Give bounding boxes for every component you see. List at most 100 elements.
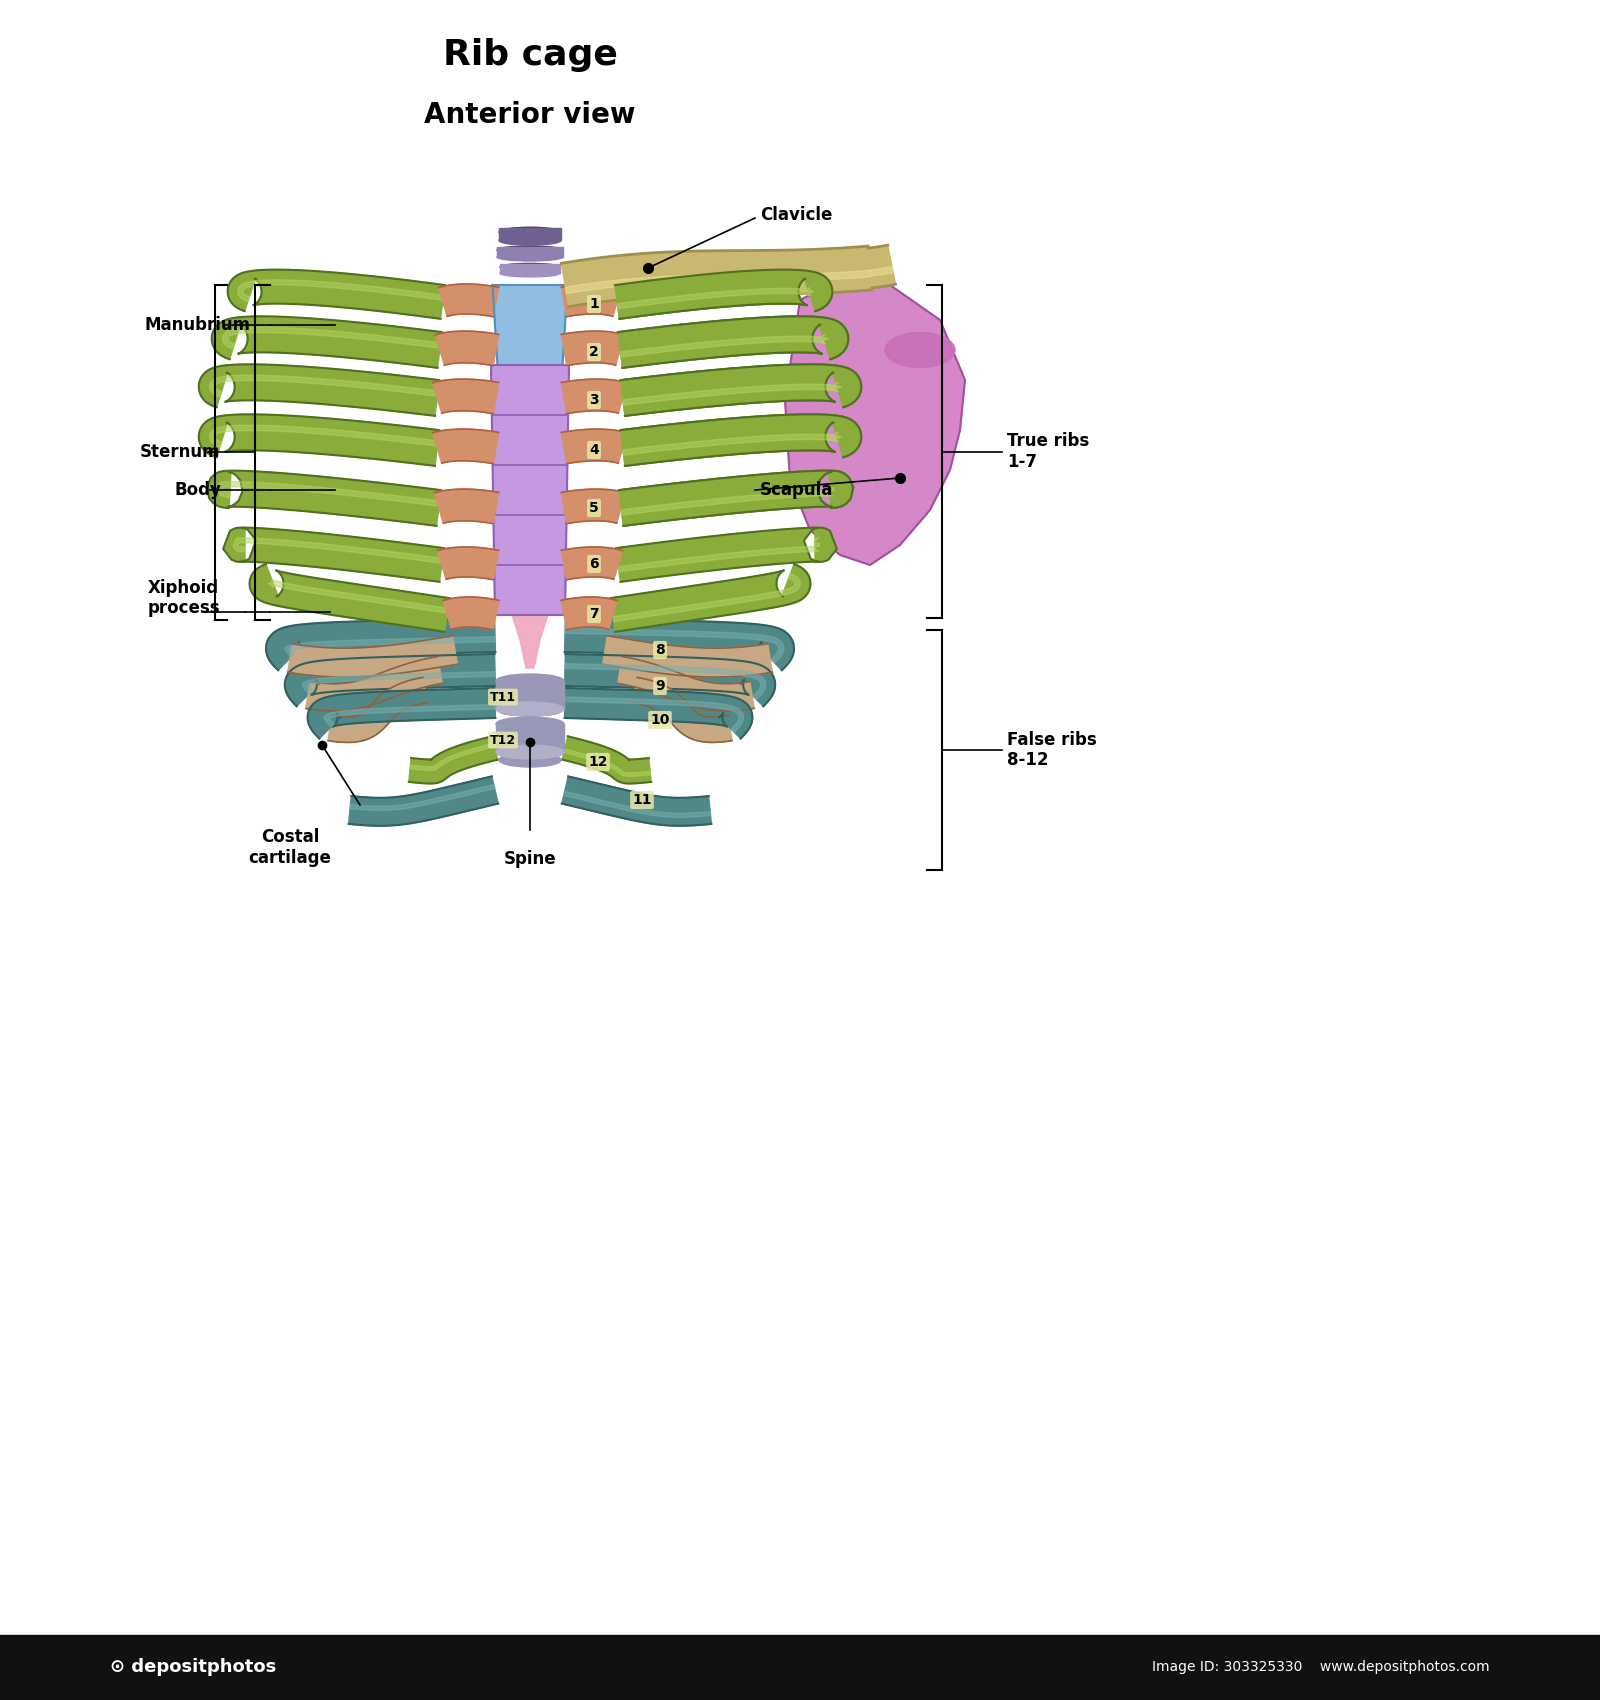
Polygon shape <box>618 316 848 367</box>
Ellipse shape <box>496 673 563 689</box>
Polygon shape <box>328 677 427 743</box>
Polygon shape <box>618 287 814 309</box>
Polygon shape <box>622 382 842 405</box>
Text: 5: 5 <box>589 502 598 515</box>
Polygon shape <box>266 619 496 670</box>
Polygon shape <box>621 364 861 416</box>
Ellipse shape <box>885 333 955 367</box>
Bar <box>499 264 560 274</box>
Polygon shape <box>432 379 499 413</box>
Polygon shape <box>285 654 496 706</box>
Polygon shape <box>618 656 754 711</box>
Polygon shape <box>613 573 800 622</box>
Polygon shape <box>621 335 829 357</box>
Polygon shape <box>493 466 568 515</box>
Polygon shape <box>622 432 842 456</box>
Ellipse shape <box>499 236 562 245</box>
Text: 11: 11 <box>632 792 651 808</box>
Polygon shape <box>565 697 744 733</box>
Polygon shape <box>302 672 494 694</box>
Ellipse shape <box>496 745 563 758</box>
Polygon shape <box>562 284 621 316</box>
Text: Body: Body <box>174 481 222 500</box>
Text: 1: 1 <box>589 298 598 311</box>
Polygon shape <box>614 270 832 320</box>
Polygon shape <box>210 425 438 447</box>
Ellipse shape <box>499 753 562 767</box>
Polygon shape <box>227 270 445 320</box>
Polygon shape <box>198 415 440 466</box>
Polygon shape <box>307 688 496 738</box>
Polygon shape <box>349 777 498 826</box>
Text: 8: 8 <box>654 643 666 656</box>
Text: Manubrium: Manubrium <box>146 316 251 333</box>
Polygon shape <box>867 245 896 287</box>
Polygon shape <box>565 688 752 738</box>
Polygon shape <box>211 316 442 367</box>
Text: Costal
cartilage: Costal cartilage <box>248 828 331 867</box>
Polygon shape <box>621 364 861 416</box>
Polygon shape <box>563 750 651 777</box>
Polygon shape <box>562 736 651 784</box>
Text: Xiphoid
process: Xiphoid process <box>147 578 221 617</box>
Bar <box>498 246 563 257</box>
Polygon shape <box>618 316 848 367</box>
Polygon shape <box>512 615 547 668</box>
Text: 12: 12 <box>589 755 608 768</box>
Polygon shape <box>565 629 784 663</box>
Polygon shape <box>288 636 458 677</box>
Text: 10: 10 <box>650 712 670 728</box>
Text: 7: 7 <box>589 607 598 620</box>
Polygon shape <box>619 539 819 571</box>
Polygon shape <box>234 537 443 563</box>
Polygon shape <box>634 677 733 743</box>
Polygon shape <box>565 654 774 706</box>
Polygon shape <box>410 736 498 784</box>
Text: 3: 3 <box>589 393 598 406</box>
Polygon shape <box>491 415 568 466</box>
Polygon shape <box>621 483 835 515</box>
Text: False ribs
8-12: False ribs 8-12 <box>1006 731 1096 770</box>
Polygon shape <box>350 784 494 811</box>
Text: 4: 4 <box>589 444 598 457</box>
Polygon shape <box>222 326 440 348</box>
Polygon shape <box>206 471 442 525</box>
Polygon shape <box>565 619 794 670</box>
Polygon shape <box>621 415 861 466</box>
Ellipse shape <box>499 706 562 716</box>
Polygon shape <box>603 636 773 677</box>
Polygon shape <box>614 270 832 320</box>
Ellipse shape <box>499 270 560 277</box>
Polygon shape <box>562 332 624 366</box>
Ellipse shape <box>498 246 563 253</box>
Text: Rib cage: Rib cage <box>443 37 618 71</box>
Polygon shape <box>622 432 842 456</box>
Polygon shape <box>493 515 566 564</box>
Polygon shape <box>622 382 842 405</box>
Polygon shape <box>565 663 765 699</box>
Text: T11: T11 <box>490 690 517 704</box>
Text: Spine: Spine <box>504 850 557 869</box>
Polygon shape <box>493 286 568 366</box>
Polygon shape <box>565 270 870 294</box>
Polygon shape <box>325 704 494 728</box>
Polygon shape <box>198 364 440 416</box>
Text: 9: 9 <box>654 678 666 694</box>
Polygon shape <box>562 379 627 413</box>
Polygon shape <box>786 280 965 564</box>
Bar <box>499 228 562 240</box>
Polygon shape <box>562 597 618 629</box>
Polygon shape <box>222 527 445 581</box>
Text: True ribs
1-7: True ribs 1-7 <box>1006 432 1090 471</box>
Polygon shape <box>562 490 626 524</box>
Polygon shape <box>621 415 861 466</box>
Polygon shape <box>438 284 499 316</box>
Ellipse shape <box>496 702 563 716</box>
Bar <box>496 682 563 709</box>
Polygon shape <box>494 564 566 615</box>
Text: 6: 6 <box>589 558 598 571</box>
Polygon shape <box>285 638 494 656</box>
Polygon shape <box>410 743 494 770</box>
Text: Clavicle: Clavicle <box>760 206 832 224</box>
Polygon shape <box>435 332 499 366</box>
